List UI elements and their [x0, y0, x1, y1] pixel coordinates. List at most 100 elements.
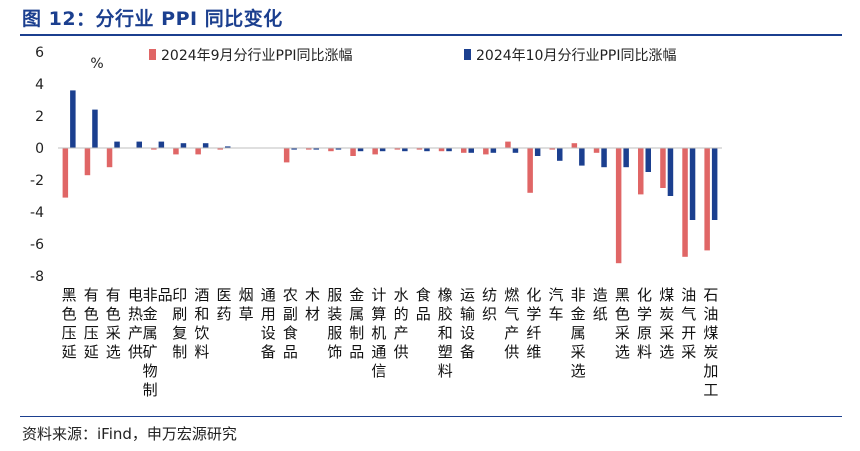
y-tick-label: 2 — [35, 109, 44, 125]
x-tick-label: 食品 — [416, 286, 431, 323]
y-tick-label: 6 — [35, 45, 44, 61]
bar-sep — [615, 148, 622, 264]
x-tick-label: 汽车 — [548, 286, 563, 323]
bar-oct — [92, 109, 98, 148]
bar-sep — [394, 148, 401, 150]
bar-oct — [446, 148, 452, 152]
y-tick-label: -8 — [30, 269, 44, 285]
bar-oct — [70, 90, 76, 148]
x-tick-label: 化学原料 — [637, 286, 652, 361]
bar-sep — [505, 141, 511, 148]
x-tick-label: 金属制品 — [349, 286, 364, 361]
bar-sep — [62, 148, 69, 198]
legend: 2024年9月分行业PPI同比涨幅 2024年10月分行业PPI同比涨幅 — [149, 48, 676, 64]
x-tick-label: 木材 — [305, 286, 320, 323]
x-tick-label: 黑色采选 — [615, 286, 630, 361]
legend-swatch-sep — [149, 49, 156, 60]
bar-sep — [283, 148, 290, 163]
bar-sep — [151, 148, 157, 150]
x-tick-label: 非金属矿物制品 — [143, 286, 173, 399]
bar-oct — [711, 148, 718, 220]
x-tick-label: 化学纤维 — [526, 286, 541, 361]
bar-sep — [593, 148, 600, 153]
unit-label: % — [90, 56, 103, 72]
x-tick-label: 油气开采 — [681, 286, 696, 361]
bar-sep — [350, 148, 356, 156]
bar-sep — [704, 148, 710, 251]
bar-oct — [667, 148, 674, 196]
bar-oct — [291, 148, 297, 150]
bar-sep — [84, 148, 91, 176]
bar-sep — [660, 148, 666, 188]
x-tick-label: 煤炭采选 — [659, 286, 674, 361]
bar-oct — [225, 146, 231, 148]
bar-sep — [173, 148, 179, 155]
bar-oct — [335, 148, 342, 150]
y-tick-label: 0 — [35, 141, 44, 157]
bar-sep — [549, 148, 555, 150]
bar-sep — [217, 148, 223, 150]
title-rule — [20, 34, 842, 36]
bar-oct — [623, 148, 629, 168]
x-tick-label: 纺织 — [482, 286, 497, 323]
x-tick-label: 黑色压延 — [62, 286, 77, 361]
x-tick-label: 印刷复制 — [172, 286, 187, 361]
x-tick-label: 有色压延 — [84, 286, 99, 361]
bar-sep — [461, 148, 467, 153]
bar-sep — [527, 148, 533, 193]
y-axis: 6 4 2 0 -2 -4 -6 -8 — [30, 45, 44, 285]
y-tick-label: -2 — [30, 173, 44, 189]
x-tick-label: 石油煤炭加工 — [703, 286, 718, 399]
bar-oct — [490, 148, 497, 153]
bar-oct — [534, 148, 541, 156]
x-tick-label: 酒和饮料 — [194, 286, 209, 361]
bar-oct — [136, 141, 142, 148]
bar-oct — [402, 148, 408, 152]
bar-sep — [483, 148, 489, 155]
legend-label-oct: 2024年10月分行业PPI同比涨幅 — [476, 48, 676, 64]
bar-oct — [512, 148, 519, 153]
bar-oct — [424, 148, 430, 152]
chart-title: 图 12：分行业 PPI 同比变化 — [22, 8, 283, 30]
bar-oct — [202, 143, 209, 148]
bar-oct — [557, 148, 563, 161]
x-tick-label: 造纸 — [593, 286, 608, 323]
x-tick-label: 服装服饰 — [327, 286, 342, 361]
x-tick-label: 有色采选 — [106, 286, 121, 361]
bar-sep — [372, 148, 378, 155]
bar-oct — [114, 141, 120, 148]
bar-sep — [638, 148, 644, 195]
y-tick-label: -6 — [30, 237, 44, 253]
bars — [62, 90, 718, 264]
x-tick-label: 医药 — [216, 286, 231, 323]
x-tick-label: 农副食品 — [283, 286, 298, 361]
bar-sep — [306, 148, 312, 150]
x-tick-label: 通用设备 — [261, 286, 276, 361]
bar-oct — [601, 148, 607, 168]
source-rule — [20, 416, 842, 417]
bar-sep — [571, 143, 578, 148]
legend-label-sep: 2024年9月分行业PPI同比涨幅 — [161, 48, 353, 64]
bar-sep — [328, 148, 334, 152]
bar-oct — [357, 148, 364, 152]
y-tick-label: -4 — [30, 205, 44, 221]
bar-sep — [438, 148, 445, 152]
bar-oct — [579, 148, 585, 166]
x-tick-label: 烟草 — [239, 286, 254, 323]
bar-oct — [645, 148, 651, 172]
x-tick-label: 橡胶和塑料 — [438, 286, 453, 380]
bar-oct — [379, 148, 386, 152]
bar-oct — [689, 148, 696, 220]
y-tick-label: 4 — [35, 77, 44, 93]
bar-sep — [682, 148, 688, 257]
bar-sep — [195, 148, 201, 155]
x-tick-label: 运输设备 — [460, 286, 475, 361]
x-tick-label: 电热产供 — [128, 286, 143, 361]
bar-oct — [313, 148, 319, 150]
x-tick-label: 水的产供 — [394, 286, 409, 361]
bar-oct — [158, 141, 165, 148]
x-tick-label: 燃气产供 — [504, 286, 519, 361]
bar-oct — [468, 148, 474, 153]
